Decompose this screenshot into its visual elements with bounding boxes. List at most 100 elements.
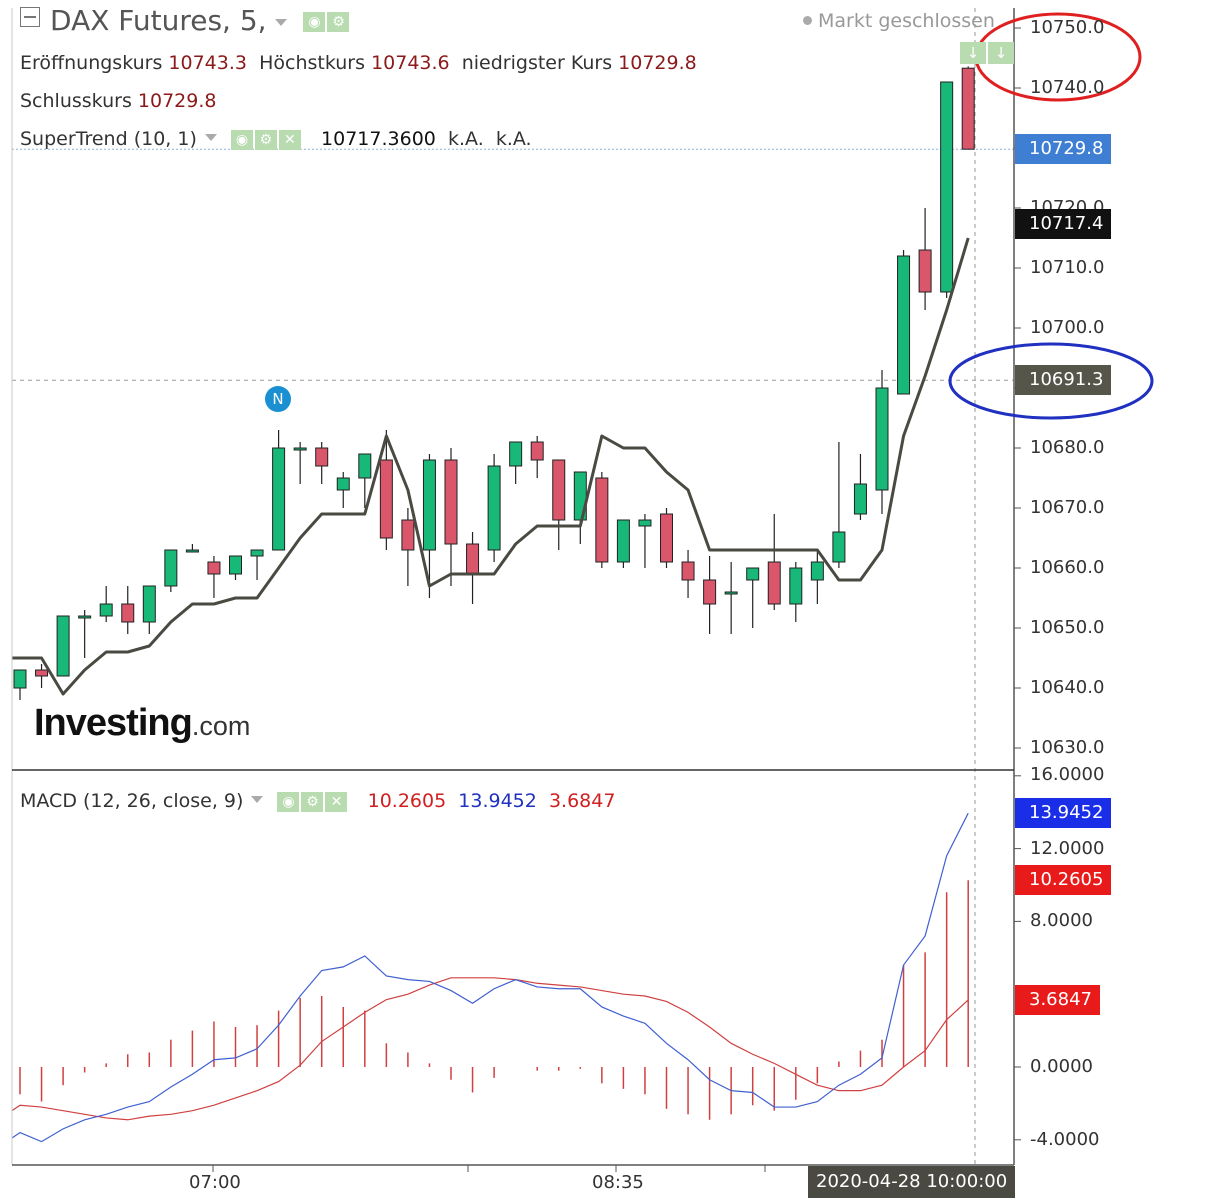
candle xyxy=(746,567,760,628)
time-tick-label: 07:00 xyxy=(189,1172,241,1193)
chevron-down-icon[interactable] xyxy=(251,796,264,803)
macd-tick-label: 16.0000 xyxy=(1030,764,1105,785)
candle xyxy=(229,555,242,580)
gear-icon[interactable]: ⚙ xyxy=(327,12,350,32)
candle xyxy=(401,508,415,586)
macd-signal-value: 3.6847 xyxy=(548,790,616,812)
candle xyxy=(961,66,975,150)
market-status-text: Markt geschlossen xyxy=(818,10,995,32)
news-badge[interactable]: N xyxy=(265,386,291,412)
candle xyxy=(789,562,803,622)
crosshair-time-tag: 2020-04-28 10:00:00 xyxy=(808,1166,1016,1198)
candle xyxy=(875,370,889,514)
candle xyxy=(530,436,544,478)
close-value: 10729.8 xyxy=(137,90,217,112)
candle xyxy=(832,442,846,568)
macd-legend: MACD (12, 26, close, 9) ◉ ⚙ ✕ 10.2605 13.9… xyxy=(20,790,615,812)
status-dot-icon xyxy=(803,16,812,25)
chart-title-bar: DAX Futures, 5, ◉ ⚙ xyxy=(20,4,351,37)
candle xyxy=(272,430,286,551)
candle xyxy=(13,669,27,700)
candle xyxy=(185,544,199,553)
candle xyxy=(35,664,49,688)
candle-body xyxy=(638,519,652,527)
candle-body xyxy=(530,441,544,461)
candle xyxy=(121,586,135,634)
candle-body xyxy=(832,531,846,563)
candle-body xyxy=(746,567,760,581)
eye-icon[interactable]: ◉ xyxy=(277,791,300,812)
macd-signal-line xyxy=(11,977,969,1121)
candle-body xyxy=(358,453,372,479)
candle xyxy=(379,430,393,550)
candle xyxy=(142,585,156,634)
eye-icon[interactable]: ◉ xyxy=(230,129,253,150)
candle-body xyxy=(724,591,738,595)
candle xyxy=(250,549,264,580)
candle-body xyxy=(897,255,911,395)
candle-body xyxy=(56,615,70,677)
candle-body xyxy=(444,459,458,545)
candle-body xyxy=(207,561,221,575)
candle xyxy=(336,472,350,508)
candle xyxy=(767,514,781,610)
investing-logo: Investing.com xyxy=(34,702,250,745)
candle-body xyxy=(401,519,415,551)
candle-body xyxy=(509,441,523,467)
download-arrow-icon[interactable]: ↓ xyxy=(988,42,1014,64)
candle-body xyxy=(961,67,975,150)
collapse-icon[interactable] xyxy=(20,7,40,27)
candle xyxy=(466,532,480,604)
candle-body xyxy=(13,669,27,689)
candle xyxy=(99,586,113,622)
candle-body xyxy=(616,519,630,563)
market-status: Markt geschlossen xyxy=(803,10,995,32)
low-value: 10729.8 xyxy=(618,52,697,74)
high-label: Höchstkurs xyxy=(259,52,366,74)
candle-body xyxy=(35,669,49,677)
ohlc-legend: Eröffnungskurs 10743.3 Höchstkurs 10743.… xyxy=(20,52,697,74)
candle-body xyxy=(78,615,92,619)
chevron-down-icon[interactable] xyxy=(204,134,217,141)
candle xyxy=(315,442,329,484)
candle-body xyxy=(99,603,113,617)
gear-icon[interactable]: ⚙ xyxy=(301,791,324,812)
candle xyxy=(918,208,932,310)
candle xyxy=(638,514,652,568)
low-label: niedrigster Kurs xyxy=(461,52,613,74)
macd-line-value: 13.9452 xyxy=(458,790,537,812)
chevron-down-icon[interactable] xyxy=(274,19,287,26)
candle-body xyxy=(250,549,264,557)
candle-body xyxy=(466,543,480,575)
price-tick-label: 10740.0 xyxy=(1030,77,1105,98)
candle-body xyxy=(293,447,307,451)
candle xyxy=(660,508,673,568)
high-value: 10743.6 xyxy=(371,52,450,74)
candle-body xyxy=(185,549,199,553)
candle-body xyxy=(918,249,932,293)
candle xyxy=(724,562,738,634)
candle-body xyxy=(875,387,889,491)
time-tick-label: 08:35 xyxy=(592,1172,644,1193)
candle-body xyxy=(229,555,242,575)
candle-body xyxy=(595,477,609,563)
macd-tick-label: -4.0000 xyxy=(1030,1128,1100,1150)
close-icon[interactable]: ✕ xyxy=(278,129,301,150)
supertrend-legend: SuperTrend (10, 1) ◉ ⚙ ✕ 10717.3600 k.A. k… xyxy=(20,128,532,150)
price-tick-label: 10660.0 xyxy=(1030,557,1105,578)
price-tick-label: 10710.0 xyxy=(1030,257,1105,278)
price-tick-label: 10680.0 xyxy=(1030,437,1105,458)
macd-tick-label: 0.0000 xyxy=(1030,1056,1093,1077)
open-label: Eröffnungskurs xyxy=(20,52,163,74)
candle xyxy=(487,454,501,562)
close-icon[interactable]: ✕ xyxy=(325,791,348,812)
supertrend-na-2: k.A. xyxy=(495,128,532,150)
gear-icon[interactable]: ⚙ xyxy=(254,129,277,150)
candle-body xyxy=(681,561,695,581)
close-label: Schlusskurs xyxy=(20,90,132,112)
download-arrow-icon[interactable]: ↓ xyxy=(960,42,986,64)
eye-icon[interactable]: ◉ xyxy=(303,12,326,32)
logo-suffix: .com xyxy=(191,711,251,741)
candle-body xyxy=(272,447,286,551)
